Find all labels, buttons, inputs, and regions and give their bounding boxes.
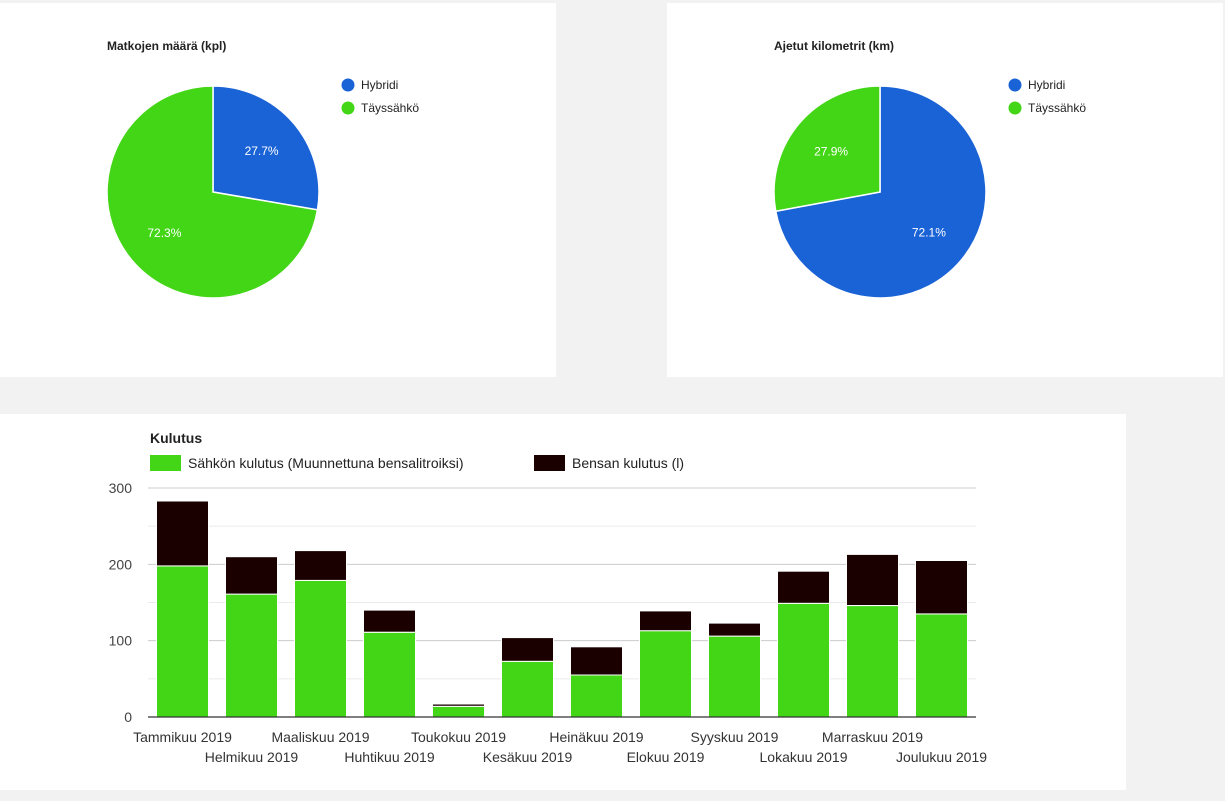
x-tick-label: Marraskuu 2019 xyxy=(822,729,923,745)
x-tick-label: Syyskuu 2019 xyxy=(691,729,779,745)
pie-slice-label: 27.7% xyxy=(245,144,279,158)
legend-label: Hybridi xyxy=(361,78,398,92)
legend-label: Bensan kulutus (l) xyxy=(572,455,684,471)
bar-toukokuu-2019-electric xyxy=(432,705,485,718)
bar-heinakuu-2019-electric xyxy=(570,674,623,718)
bar-joulukuu-2019-petrol xyxy=(915,560,968,615)
y-tick-label: 0 xyxy=(124,709,132,725)
x-tick-label: Maaliskuu 2019 xyxy=(271,729,369,745)
pie-slice-label: 72.3% xyxy=(147,226,181,240)
pie-slice-tayssahko xyxy=(773,85,881,213)
bar-lokakuu-2019-electric xyxy=(777,602,830,718)
legend-marker xyxy=(1008,101,1022,115)
bar-maaliskuu-2019-electric xyxy=(294,579,347,718)
legend-label: Hybridi xyxy=(1028,78,1065,92)
bar-elokuu-2019-electric xyxy=(639,630,692,718)
x-tick-label: Lokakuu 2019 xyxy=(760,749,848,765)
trips-pie-chart: Matkojen määrä (kpl) 27.7% Hybridi 72.3% Täy… xyxy=(106,39,419,299)
x-tick-label: Toukokuu 2019 xyxy=(411,729,506,745)
bar-marraskuu-2019-electric xyxy=(846,605,899,718)
bar-huhtikuu-2019-electric xyxy=(363,631,416,718)
bar-tammikuu-2019-petrol xyxy=(156,500,209,567)
bar-joulukuu-2019-electric xyxy=(915,613,968,718)
x-tick-label: Joulukuu 2019 xyxy=(896,749,987,765)
legend-label: Sähkön kulutus (Muunnettuna bensalitroik… xyxy=(188,455,464,471)
x-tick-label: Tammikuu 2019 xyxy=(133,729,232,745)
bar-toukokuu-2019-petrol xyxy=(432,703,485,707)
consumption-chart-panel: Kulutus Sähkön kulutus (Muunnettuna bensa… xyxy=(0,414,1126,790)
chart-title: Kulutus xyxy=(150,430,202,446)
bar-helmikuu-2019-petrol xyxy=(225,556,278,595)
chart-title: Ajetut kilometrit (km) xyxy=(774,39,894,53)
y-tick-label: 200 xyxy=(109,556,133,572)
x-tick-label: Elokuu 2019 xyxy=(627,749,705,765)
distance-chart-panel: Ajetut kilometrit (km) 72.1% Hybridi 27.9% T… xyxy=(667,3,1223,377)
bar-kesakuu-2019-petrol xyxy=(501,637,554,662)
trips-chart-panel: Matkojen määrä (kpl) 27.7% Hybridi 72.3% Täy… xyxy=(0,3,556,377)
x-tick-label: Huhtikuu 2019 xyxy=(344,749,435,765)
bar-tammikuu-2019-electric xyxy=(156,565,209,718)
bar-kesakuu-2019-electric xyxy=(501,660,554,718)
pie-slice-label: 72.1% xyxy=(912,226,946,240)
y-tick-label: 300 xyxy=(109,480,133,496)
distance-pie-chart: Ajetut kilometrit (km) 72.1% Hybridi 27.9% T… xyxy=(773,39,1086,299)
legend-marker xyxy=(341,101,355,115)
legend-marker xyxy=(1008,78,1022,92)
bar-maaliskuu-2019-petrol xyxy=(294,550,347,581)
legend-marker xyxy=(341,78,355,92)
pie-slice-hybridi xyxy=(774,85,987,299)
x-tick-label: Heinäkuu 2019 xyxy=(549,729,643,745)
bar-huhtikuu-2019-petrol xyxy=(363,609,416,633)
pie-slice-tayssahko xyxy=(106,85,319,299)
y-tick-label: 100 xyxy=(109,633,133,649)
bar-syyskuu-2019-petrol xyxy=(708,622,761,637)
legend-label: Täyssähkö xyxy=(361,101,419,115)
legend-label: Täyssähkö xyxy=(1028,101,1086,115)
x-tick-label: Kesäkuu 2019 xyxy=(483,749,573,765)
bar-elokuu-2019-petrol xyxy=(639,610,692,632)
bar-lokakuu-2019-petrol xyxy=(777,570,830,604)
bar-marraskuu-2019-petrol xyxy=(846,553,899,606)
pie-slice-hybridi xyxy=(212,85,320,211)
legend-swatch xyxy=(150,455,181,471)
legend-swatch xyxy=(534,455,565,471)
bar-syyskuu-2019-electric xyxy=(708,635,761,718)
x-tick-label: Helmikuu 2019 xyxy=(205,749,299,765)
bar-helmikuu-2019-electric xyxy=(225,593,278,718)
bar-heinakuu-2019-petrol xyxy=(570,646,623,676)
pie-slice-label: 27.9% xyxy=(814,144,848,158)
consumption-bar-chart: Kulutus Sähkön kulutus (Muunnettuna bensa… xyxy=(109,430,988,765)
chart-title: Matkojen määrä (kpl) xyxy=(107,39,226,53)
